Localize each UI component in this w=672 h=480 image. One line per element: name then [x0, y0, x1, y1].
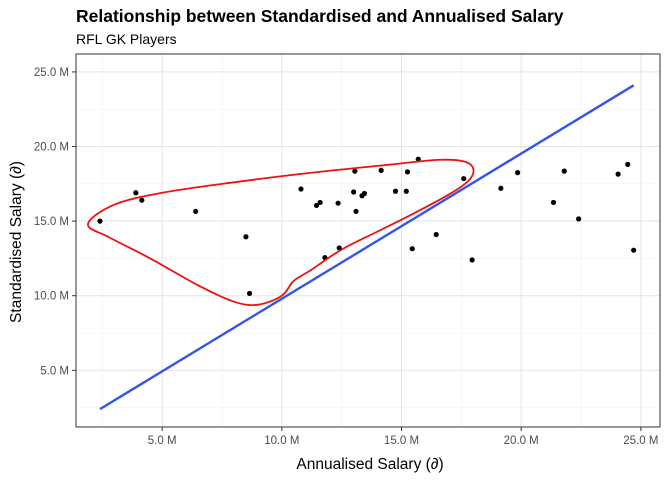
scatter-point — [298, 186, 304, 192]
scatter-point — [378, 167, 384, 173]
scatter-point — [576, 216, 582, 222]
y-tick-label: 10.0 M — [34, 291, 69, 303]
scatter-point — [352, 168, 358, 174]
y-tick-label: 25.0 M — [34, 67, 69, 79]
scatter-point — [403, 188, 409, 194]
scatter-point — [243, 234, 249, 240]
scatter-point — [631, 247, 637, 253]
scatter-point — [246, 290, 253, 297]
scatter-point — [615, 171, 621, 177]
scatter-point — [433, 231, 439, 238]
x-tick-label: 5.0 M — [148, 435, 177, 447]
y-tick-label: 15.0 M — [34, 216, 69, 228]
reference-line — [99, 84, 635, 411]
scatter-point — [404, 169, 411, 175]
scatter-point — [550, 199, 557, 206]
scatter-point — [335, 200, 341, 206]
axes: 5.0 M 10.0 M 15.0 M 20.0 M 25.0 M 5.0 M 10.0 M… — [34, 53, 661, 447]
scatter-point — [193, 208, 199, 215]
x-axis-title: Annualised Salary (∂) — [296, 456, 443, 473]
scatter-point — [625, 161, 631, 168]
scatter-point — [409, 246, 415, 252]
scatter-point — [313, 202, 320, 209]
chart-title: Relationship between Standardised and An… — [76, 6, 564, 26]
scatter-point — [133, 190, 139, 196]
x-tick-label: 10.0 M — [264, 435, 299, 447]
scatter-point — [469, 257, 475, 263]
major-gridlines — [76, 54, 660, 427]
panel-border — [75, 53, 661, 428]
scatter-point — [317, 199, 323, 206]
scatter-point — [97, 218, 103, 224]
scatter-point — [415, 156, 421, 162]
minor-gridlines — [76, 54, 660, 427]
scatter-point — [139, 197, 145, 203]
x-tick-label: 15.0 M — [384, 435, 419, 447]
x-tick-label: 25.0 M — [623, 435, 658, 447]
y-axis-title: Standardised Salary (∂) — [8, 161, 25, 323]
x-tick-label: 20.0 M — [504, 435, 539, 447]
chart-marks — [87, 84, 637, 411]
scatter-point — [514, 170, 521, 176]
chart-subtitle: RFL GK Players — [76, 31, 177, 47]
y-tick-label: 5.0 M — [40, 365, 69, 377]
scatter-point — [561, 168, 567, 174]
scatter-point — [461, 175, 467, 182]
scatter-point — [351, 189, 357, 195]
y-tick-label: 20.0 M — [34, 142, 69, 154]
scatter-point — [498, 185, 504, 191]
scatter-point — [361, 190, 368, 197]
density-contour-line — [87, 158, 475, 307]
scatter-point — [353, 208, 359, 215]
scatter-point — [392, 188, 399, 194]
